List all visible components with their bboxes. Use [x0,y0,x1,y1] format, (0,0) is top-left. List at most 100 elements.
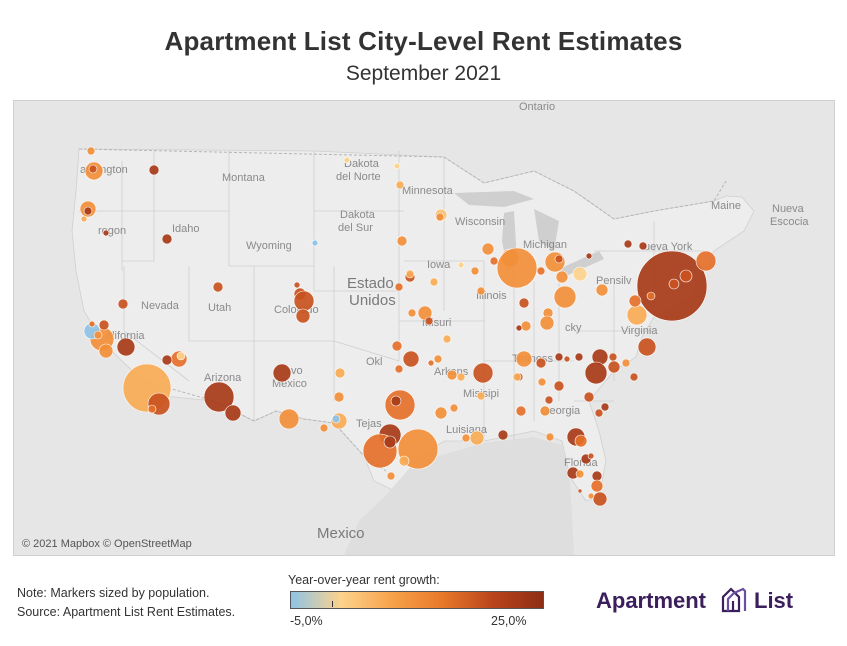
city-marker[interactable] [585,252,593,260]
city-marker[interactable] [343,156,351,164]
city-marker[interactable] [607,360,621,374]
city-marker[interactable] [469,430,485,446]
city-marker[interactable] [590,479,604,493]
city-marker[interactable] [424,316,434,326]
city-marker[interactable] [592,491,608,507]
city-marker[interactable] [457,261,465,269]
city-marker[interactable] [311,239,319,247]
city-marker[interactable] [394,364,404,374]
city-marker[interactable] [515,405,527,417]
city-marker[interactable] [554,352,564,362]
city-marker[interactable] [98,343,114,359]
city-marker[interactable] [496,247,538,289]
city-marker[interactable] [563,355,571,363]
city-marker[interactable] [621,358,631,368]
city-marker[interactable] [637,337,657,357]
city-marker[interactable] [520,320,532,332]
city-marker[interactable] [626,304,648,326]
city-marker[interactable] [544,395,554,405]
city-marker[interactable] [293,281,301,289]
city-marker[interactable] [435,212,445,222]
city-marker[interactable] [203,381,235,413]
city-marker[interactable] [577,488,583,494]
city-marker[interactable] [545,432,555,442]
city-marker[interactable] [587,452,595,460]
city-marker[interactable] [383,435,397,449]
city-marker[interactable] [638,241,648,251]
city-marker[interactable] [88,320,96,328]
city-marker[interactable] [333,391,345,403]
city-marker[interactable] [272,363,292,383]
city-marker[interactable] [331,414,341,424]
city-marker[interactable] [148,164,160,176]
city-marker[interactable] [623,239,633,249]
city-marker[interactable] [80,215,88,223]
city-marker[interactable] [147,404,157,414]
city-marker[interactable] [442,334,452,344]
city-marker[interactable] [476,286,486,296]
city-marker[interactable] [161,233,173,245]
city-marker[interactable] [515,350,533,368]
city-marker[interactable] [405,269,415,279]
city-marker[interactable] [395,180,405,190]
city-marker[interactable] [319,423,329,433]
city-marker[interactable] [461,433,471,443]
city-marker[interactable] [553,380,565,392]
city-marker[interactable] [575,469,585,479]
city-marker[interactable] [386,471,396,481]
city-marker[interactable] [427,359,435,367]
city-marker[interactable] [384,389,416,421]
city-marker[interactable] [402,350,420,368]
city-marker[interactable] [88,164,98,174]
city-marker[interactable] [446,369,458,381]
city-marker[interactable] [295,308,311,324]
city-marker[interactable] [554,254,564,264]
city-marker[interactable] [537,377,547,387]
city-marker[interactable] [497,429,509,441]
city-marker[interactable] [278,408,300,430]
city-marker[interactable] [407,308,417,318]
city-marker[interactable] [512,372,522,382]
city-marker[interactable] [83,206,93,216]
city-marker[interactable] [98,319,110,331]
city-marker[interactable] [539,405,551,417]
city-marker[interactable] [476,391,486,401]
city-marker[interactable] [481,242,495,256]
city-marker[interactable] [695,250,717,272]
city-marker[interactable] [536,266,546,276]
city-marker[interactable] [574,434,588,448]
city-marker[interactable] [102,229,110,237]
city-marker[interactable] [161,354,173,366]
city-marker[interactable] [574,352,584,362]
city-marker[interactable] [595,283,609,297]
city-marker[interactable] [86,146,96,156]
city-marker[interactable] [535,357,547,369]
city-marker[interactable] [489,256,499,266]
city-marker[interactable] [116,337,136,357]
city-marker[interactable] [224,404,242,422]
city-marker[interactable] [449,403,459,413]
city-marker[interactable] [293,290,315,312]
city-marker[interactable] [394,282,404,292]
city-marker[interactable] [583,391,595,403]
city-marker[interactable] [518,297,530,309]
map[interactable]: Ontario ashington Montana Dakota del Nor… [13,100,835,556]
city-marker[interactable] [434,406,448,420]
city-marker[interactable] [539,315,555,331]
city-marker[interactable] [646,291,656,301]
city-marker[interactable] [600,402,610,412]
city-marker[interactable] [117,298,129,310]
city-marker[interactable] [390,395,402,407]
city-marker[interactable] [584,361,608,385]
city-marker[interactable] [334,367,346,379]
city-marker[interactable] [608,352,618,362]
city-marker[interactable] [594,408,604,418]
city-marker[interactable] [391,340,403,352]
city-marker[interactable] [433,354,443,364]
city-marker[interactable] [398,455,410,467]
city-marker[interactable] [572,266,588,282]
city-marker[interactable] [176,351,186,361]
city-marker[interactable] [470,266,480,276]
city-marker[interactable] [456,372,466,382]
city-marker[interactable] [393,162,401,170]
